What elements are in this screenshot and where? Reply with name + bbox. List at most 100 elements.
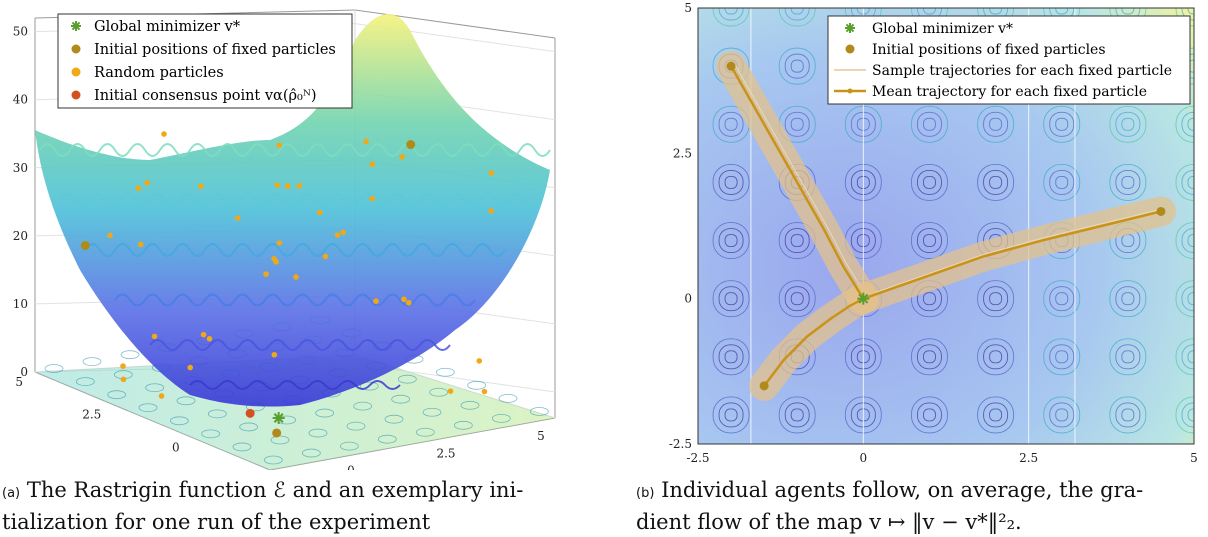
contour-ring (647, 0, 683, 26)
markers (726, 61, 1166, 391)
fixed-particle (406, 140, 416, 150)
floor-contour-ring (44, 364, 64, 373)
fixed-particle-start (726, 61, 736, 71)
contour-ring (977, 163, 1015, 201)
floor-contour-ring (346, 421, 366, 431)
mean-trajectory (729, 65, 865, 300)
contour-ring (718, 169, 744, 195)
contour-ring (778, 8, 816, 27)
random-particle (476, 358, 483, 364)
mean-trajectory (763, 297, 864, 387)
contour-ring (724, 350, 738, 364)
y-tick-label: 2.5 (673, 146, 692, 160)
contour-ring (790, 234, 804, 247)
ripple-row (84, 243, 506, 257)
legend: Global minimizer v* Initial positions of … (57, 13, 353, 109)
z-tick-label: 0 (20, 365, 28, 379)
contour-ring (1121, 175, 1135, 189)
floor-contour-ring (308, 428, 328, 438)
contour-ring (983, 344, 1009, 370)
contour-ring (1181, 286, 1194, 312)
contour-ring (784, 286, 810, 312)
contour-ring (784, 228, 810, 253)
contour-ring (1121, 408, 1135, 422)
contour-ring (659, 293, 671, 305)
floor-contour-ring (435, 367, 455, 377)
random-particle (334, 232, 341, 238)
contour-ring (1188, 467, 1200, 470)
contour-ring (1175, 163, 1194, 201)
floor-contour-ring (169, 416, 189, 426)
random-particle (284, 183, 291, 189)
floor-contour-ring (201, 429, 221, 439)
contour-ring (653, 345, 677, 369)
fixed-particle-start (759, 381, 769, 391)
contour-ring (778, 47, 816, 85)
contour-ring (923, 467, 935, 470)
contour-ring (990, 467, 1002, 470)
contour-ring (1115, 344, 1141, 370)
caption-line1: Individual agents follow, on average, th… (661, 478, 1144, 502)
contour-ring (1109, 396, 1147, 434)
contour-ring (1115, 286, 1141, 312)
contour-ring (911, 396, 948, 434)
plot-frame (697, 7, 1195, 445)
contour-ring (712, 163, 750, 201)
contour-ring (1109, 163, 1147, 201)
floor-contour-ring (460, 400, 480, 410)
contour-ring (779, 455, 815, 470)
random-particle (316, 209, 323, 216)
contour-ring (790, 292, 804, 306)
random-particle (151, 333, 158, 340)
random-particle (187, 364, 194, 371)
contour-ring (1055, 350, 1069, 364)
contour-ring (989, 175, 1003, 189)
random-particle (120, 363, 126, 369)
random-particle (107, 232, 113, 239)
random-particle (234, 215, 241, 221)
contour-ring (790, 117, 804, 131)
y-tick-label: -2.5 (669, 437, 692, 451)
contour-ring (1055, 175, 1069, 189)
contour-ring (1187, 175, 1194, 189)
random-particle (158, 393, 165, 399)
contour-ring (1055, 408, 1069, 422)
contour-ring (653, 229, 677, 253)
random-particle (369, 161, 376, 168)
floor-contour-ring (75, 377, 95, 387)
random-particle (135, 185, 142, 192)
contour-ring (989, 117, 1003, 131)
contour-ring (923, 117, 936, 131)
contour-ring (923, 292, 936, 306)
contour-ring (1187, 350, 1194, 364)
contour-ring (983, 286, 1009, 312)
contour-ring (790, 59, 804, 73)
contour-ring (725, 467, 737, 470)
caption-tag: (a) (2, 486, 21, 501)
contour-ring (1121, 8, 1135, 15)
mean-trajectories (729, 65, 1162, 387)
contour-ring (1044, 455, 1080, 470)
x-tick-label: 5 (1190, 451, 1198, 465)
contour-ring (712, 222, 750, 259)
random-particle (276, 240, 283, 246)
caption-b: (b) Individual agents follow, on average… (636, 476, 1208, 537)
floor-contour-ring (467, 380, 487, 390)
random-particle (340, 229, 347, 236)
random-particle (401, 296, 407, 303)
legend-marker-icon (845, 44, 855, 54)
contour-ring (977, 280, 1015, 318)
z-tick-label: 20 (13, 229, 28, 243)
random-particle (296, 183, 303, 189)
contour-ring (983, 402, 1009, 428)
contour-ring (911, 105, 948, 143)
contour-ring (977, 338, 1015, 376)
floor-contour-ring (263, 455, 283, 465)
x-tick-label: 0 (347, 464, 355, 470)
contour-ring (989, 292, 1003, 306)
floor-contour-ring (384, 414, 404, 424)
contour-ring (1187, 292, 1194, 306)
z-tick-label: 40 (13, 93, 28, 107)
floor-contour-ring (353, 401, 373, 411)
